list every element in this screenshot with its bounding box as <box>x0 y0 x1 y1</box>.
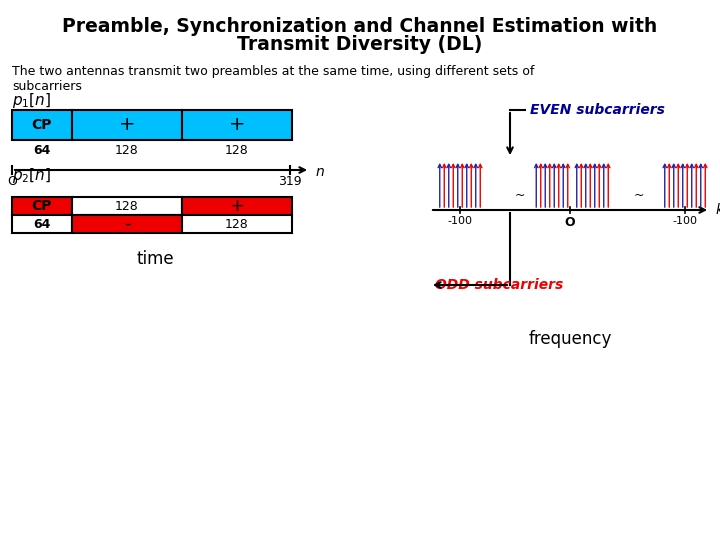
Text: EVEN subcarriers: EVEN subcarriers <box>530 103 665 117</box>
Text: frequency: frequency <box>528 330 612 348</box>
Text: -100: -100 <box>672 216 698 226</box>
Text: The two antennas transmit two preambles at the same time, using different sets o: The two antennas transmit two preambles … <box>12 65 534 93</box>
Text: O: O <box>7 175 17 188</box>
Bar <box>182 197 292 215</box>
Text: -: - <box>124 215 130 233</box>
Text: 128: 128 <box>115 144 139 157</box>
Text: CP: CP <box>32 199 53 213</box>
Text: $p_1[n]$: $p_1[n]$ <box>12 91 51 110</box>
Text: $p_2[n]$: $p_2[n]$ <box>12 166 51 185</box>
Text: 319: 319 <box>278 175 302 188</box>
Text: Preamble, Synchronization and Channel Estimation with: Preamble, Synchronization and Channel Es… <box>63 17 657 36</box>
Text: O: O <box>564 216 575 229</box>
Text: $n$: $n$ <box>315 165 325 179</box>
Text: time: time <box>136 250 174 268</box>
Bar <box>72 110 182 140</box>
Text: $k$: $k$ <box>715 202 720 218</box>
Bar <box>182 215 292 233</box>
Text: 64: 64 <box>33 144 50 157</box>
Bar <box>12 197 72 215</box>
Text: ODD subcarriers: ODD subcarriers <box>435 278 563 292</box>
Text: +: + <box>119 116 135 134</box>
Text: -100: -100 <box>448 216 472 226</box>
Bar <box>182 110 292 140</box>
Text: +: + <box>230 197 245 215</box>
Text: CP: CP <box>32 118 53 132</box>
Text: ~: ~ <box>634 188 644 201</box>
Text: +: + <box>229 116 246 134</box>
Text: 128: 128 <box>225 144 249 157</box>
Text: Transmit Diversity (DL): Transmit Diversity (DL) <box>238 35 482 54</box>
Bar <box>12 215 72 233</box>
Text: 128: 128 <box>115 199 139 213</box>
Bar <box>72 197 182 215</box>
Bar <box>72 215 182 233</box>
Text: ~: ~ <box>514 188 525 201</box>
Bar <box>12 110 72 140</box>
Text: 64: 64 <box>33 218 50 231</box>
Text: 128: 128 <box>225 218 249 231</box>
